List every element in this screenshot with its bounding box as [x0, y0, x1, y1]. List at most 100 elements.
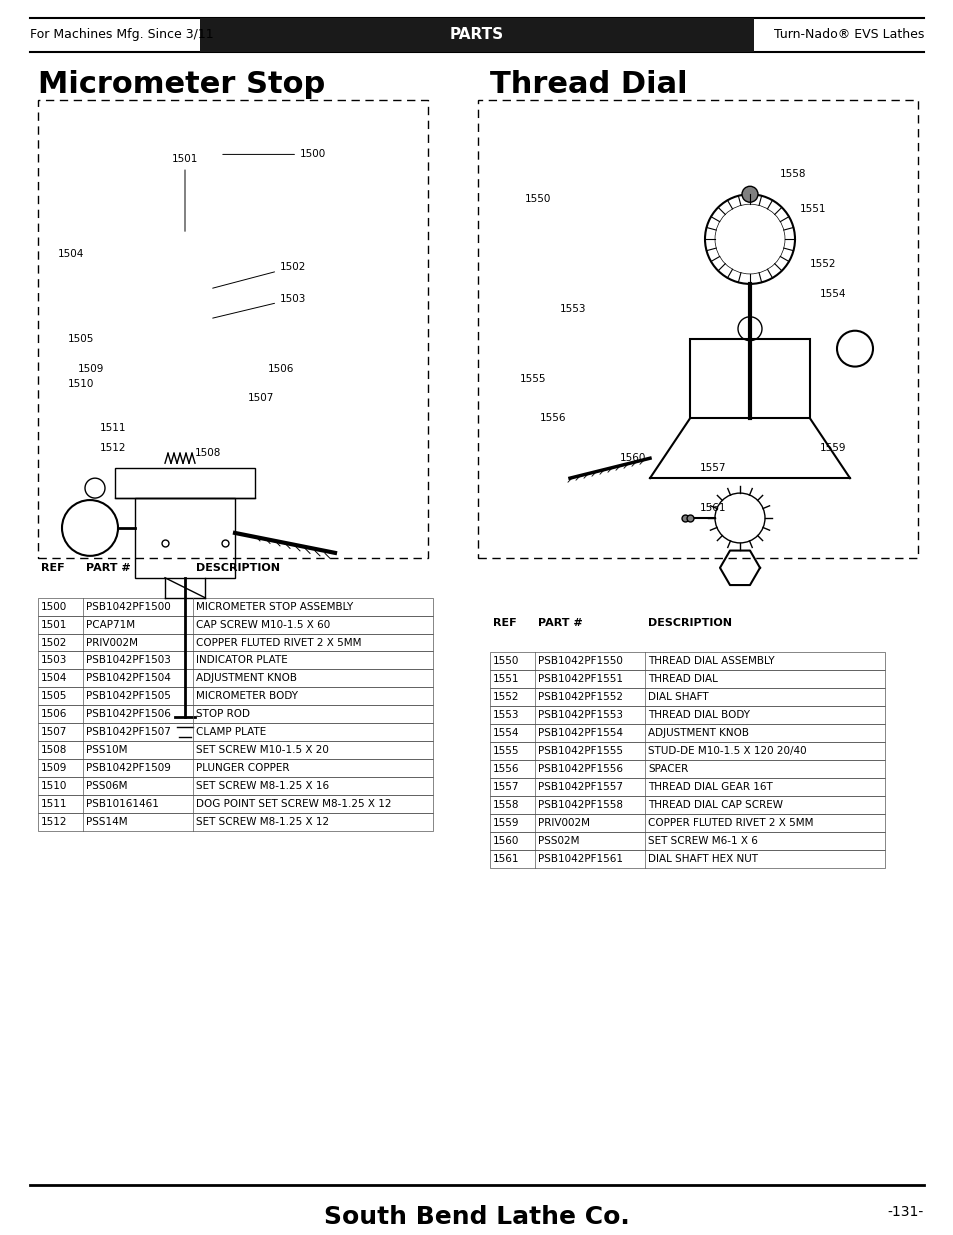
- Text: PSS02M: PSS02M: [537, 836, 578, 846]
- Text: PRIV002M: PRIV002M: [537, 818, 589, 827]
- Text: PSS14M: PSS14M: [86, 816, 128, 826]
- Text: 1506: 1506: [268, 363, 294, 373]
- Text: 1509: 1509: [41, 763, 68, 773]
- Text: THREAD DIAL: THREAD DIAL: [647, 674, 717, 684]
- Text: CAP SCREW M10-1.5 X 60: CAP SCREW M10-1.5 X 60: [195, 620, 330, 630]
- Text: 1504: 1504: [41, 673, 68, 683]
- Text: PSB10161461: PSB10161461: [86, 799, 159, 809]
- Text: ADJUSTMENT KNOB: ADJUSTMENT KNOB: [195, 673, 296, 683]
- Bar: [38, 634, 433, 652]
- Bar: [490, 688, 884, 706]
- Text: PSB1042PF1509: PSB1042PF1509: [86, 763, 171, 773]
- Text: 1550: 1550: [493, 657, 518, 667]
- Text: 1508: 1508: [41, 745, 68, 755]
- Text: 1509: 1509: [78, 363, 104, 373]
- Text: STUD-DE M10-1.5 X 120 20/40: STUD-DE M10-1.5 X 120 20/40: [647, 746, 806, 756]
- Text: 1501: 1501: [41, 620, 68, 630]
- Text: 1555: 1555: [519, 373, 546, 384]
- Text: PSB1042PF1553: PSB1042PF1553: [537, 710, 622, 720]
- Text: 1558: 1558: [493, 800, 519, 810]
- Text: PRIV002M: PRIV002M: [86, 637, 138, 647]
- Text: 1511: 1511: [100, 424, 127, 433]
- Text: 1506: 1506: [41, 709, 68, 719]
- Bar: [38, 688, 433, 705]
- Text: REF: REF: [41, 563, 65, 573]
- Text: PSB1042PF1506: PSB1042PF1506: [86, 709, 171, 719]
- Text: PSB1042PF1557: PSB1042PF1557: [537, 782, 622, 792]
- Text: 1502: 1502: [41, 637, 68, 647]
- Text: ADJUSTMENT KNOB: ADJUSTMENT KNOB: [647, 729, 748, 739]
- Bar: [490, 760, 884, 778]
- Bar: [490, 778, 884, 795]
- Text: MICROMETER BODY: MICROMETER BODY: [195, 692, 297, 701]
- Text: REF: REF: [493, 618, 517, 627]
- Text: 1550: 1550: [524, 194, 551, 204]
- Text: 1500: 1500: [41, 601, 67, 611]
- Text: PSB1042PF1558: PSB1042PF1558: [537, 800, 622, 810]
- Bar: [490, 742, 884, 760]
- Text: 1503: 1503: [213, 294, 306, 319]
- Text: 1510: 1510: [41, 781, 68, 790]
- Text: PSB1042PF1550: PSB1042PF1550: [537, 657, 622, 667]
- Text: 1561: 1561: [493, 853, 519, 863]
- Bar: [490, 671, 884, 688]
- Text: PSS06M: PSS06M: [86, 781, 128, 790]
- Text: DOG POINT SET SCREW M8-1.25 X 12: DOG POINT SET SCREW M8-1.25 X 12: [195, 799, 391, 809]
- Text: PSB1042PF1500: PSB1042PF1500: [86, 601, 171, 611]
- Circle shape: [741, 186, 758, 203]
- Text: CLAMP PLATE: CLAMP PLATE: [195, 727, 266, 737]
- Text: 1556: 1556: [493, 764, 519, 774]
- Text: 1512: 1512: [100, 443, 127, 453]
- Bar: [38, 669, 433, 688]
- Text: -131-: -131-: [887, 1205, 923, 1219]
- Bar: [38, 777, 433, 795]
- Text: 1553: 1553: [559, 304, 586, 314]
- Bar: [490, 814, 884, 832]
- Text: PSB1042PF1504: PSB1042PF1504: [86, 673, 171, 683]
- Text: PSB1042PF1551: PSB1042PF1551: [537, 674, 622, 684]
- Bar: [38, 724, 433, 741]
- Text: PCAP71M: PCAP71M: [86, 620, 135, 630]
- Bar: [135, 498, 234, 578]
- Text: 1552: 1552: [809, 259, 836, 269]
- Bar: [200, 19, 753, 52]
- Text: SPACER: SPACER: [647, 764, 687, 774]
- Bar: [38, 760, 433, 777]
- Bar: [38, 741, 433, 760]
- Text: PART #: PART #: [86, 563, 131, 573]
- Text: SET SCREW M8-1.25 X 16: SET SCREW M8-1.25 X 16: [195, 781, 329, 790]
- Text: PSB1042PF1556: PSB1042PF1556: [537, 764, 622, 774]
- Text: INDICATOR PLATE: INDICATOR PLATE: [195, 656, 288, 666]
- Text: 1561: 1561: [700, 503, 726, 513]
- Text: DIAL SHAFT HEX NUT: DIAL SHAFT HEX NUT: [647, 853, 758, 863]
- Bar: [490, 706, 884, 724]
- Text: THREAD DIAL BODY: THREAD DIAL BODY: [647, 710, 749, 720]
- Bar: [38, 705, 433, 724]
- Bar: [38, 615, 433, 634]
- Text: THREAD DIAL ASSEMBLY: THREAD DIAL ASSEMBLY: [647, 657, 774, 667]
- Text: 1557: 1557: [493, 782, 519, 792]
- Bar: [115, 468, 254, 498]
- Text: 1556: 1556: [539, 414, 566, 424]
- Text: South Bend Lathe Co.: South Bend Lathe Co.: [324, 1205, 629, 1229]
- Bar: [38, 100, 428, 558]
- Text: 1507: 1507: [248, 394, 274, 404]
- Text: 1512: 1512: [41, 816, 68, 826]
- Bar: [38, 598, 433, 615]
- Text: Micrometer Stop: Micrometer Stop: [38, 69, 325, 99]
- Text: 1507: 1507: [41, 727, 68, 737]
- Text: THREAD DIAL GEAR 16T: THREAD DIAL GEAR 16T: [647, 782, 772, 792]
- Text: Turn-Nado® EVS Lathes: Turn-Nado® EVS Lathes: [773, 28, 923, 41]
- Text: DESCRIPTION: DESCRIPTION: [195, 563, 280, 573]
- Text: 1508: 1508: [194, 448, 221, 458]
- Bar: [689, 338, 809, 419]
- Bar: [38, 813, 433, 831]
- Text: 1503: 1503: [41, 656, 68, 666]
- Text: COPPER FLUTED RIVET 2 X 5MM: COPPER FLUTED RIVET 2 X 5MM: [195, 637, 361, 647]
- Text: 1558: 1558: [780, 169, 805, 179]
- Text: SET SCREW M6-1 X 6: SET SCREW M6-1 X 6: [647, 836, 757, 846]
- Text: 1504: 1504: [58, 249, 84, 259]
- Text: MICROMETER STOP ASSEMBLY: MICROMETER STOP ASSEMBLY: [195, 601, 353, 611]
- Bar: [38, 795, 433, 813]
- Text: 1511: 1511: [41, 799, 68, 809]
